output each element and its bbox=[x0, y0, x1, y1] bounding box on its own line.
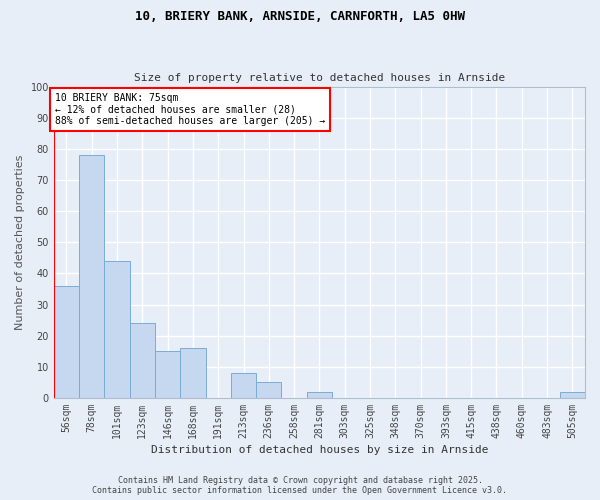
Bar bbox=[54, 286, 79, 398]
Bar bbox=[256, 382, 281, 398]
Text: 10, BRIERY BANK, ARNSIDE, CARNFORTH, LA5 0HW: 10, BRIERY BANK, ARNSIDE, CARNFORTH, LA5… bbox=[135, 10, 465, 23]
Bar bbox=[307, 392, 332, 398]
Bar bbox=[180, 348, 206, 398]
Bar bbox=[79, 155, 104, 398]
X-axis label: Distribution of detached houses by size in Arnside: Distribution of detached houses by size … bbox=[151, 445, 488, 455]
Text: 10 BRIERY BANK: 75sqm
← 12% of detached houses are smaller (28)
88% of semi-deta: 10 BRIERY BANK: 75sqm ← 12% of detached … bbox=[55, 93, 325, 126]
Y-axis label: Number of detached properties: Number of detached properties bbox=[15, 154, 25, 330]
Bar bbox=[231, 373, 256, 398]
Title: Size of property relative to detached houses in Arnside: Size of property relative to detached ho… bbox=[134, 73, 505, 83]
Bar bbox=[155, 351, 180, 398]
Bar bbox=[560, 392, 585, 398]
Bar bbox=[130, 323, 155, 398]
Bar bbox=[104, 261, 130, 398]
Text: Contains HM Land Registry data © Crown copyright and database right 2025.
Contai: Contains HM Land Registry data © Crown c… bbox=[92, 476, 508, 495]
